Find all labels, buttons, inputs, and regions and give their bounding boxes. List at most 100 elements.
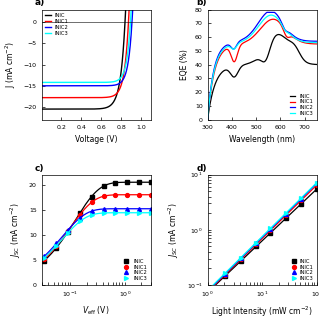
INIC3	[149, 4, 153, 7]
Y-axis label: $J_{SC}$ (mA cm$^{-2}$): $J_{SC}$ (mA cm$^{-2}$)	[167, 202, 181, 258]
INIC	[270, 41, 274, 45]
Line: INIC1: INIC1	[36, 5, 151, 98]
INIC1	[90, 96, 93, 100]
INIC1	[102, 194, 106, 198]
X-axis label: Light Intensity (mW cm$^{-2}$): Light Intensity (mW cm$^{-2}$)	[212, 305, 313, 319]
INIC1	[66, 229, 70, 233]
Line: INIC3: INIC3	[208, 180, 319, 290]
INIC2	[102, 207, 106, 211]
Line: INIC: INIC	[208, 35, 317, 120]
INIC2	[35, 84, 38, 88]
INIC3	[103, 80, 107, 84]
INIC2	[66, 228, 70, 232]
INIC1	[90, 200, 93, 204]
INIC1	[206, 118, 210, 122]
INIC	[284, 216, 288, 220]
INIC3	[234, 46, 237, 50]
INIC1	[284, 213, 288, 217]
INIC2	[255, 23, 259, 27]
Line: INIC2: INIC2	[42, 207, 153, 258]
INIC	[255, 58, 259, 62]
INIC1	[279, 22, 283, 26]
INIC	[268, 231, 272, 235]
INIC1	[315, 42, 319, 46]
Legend: INIC, INIC1, INIC2, INIC3: INIC, INIC1, INIC2, INIC3	[289, 92, 314, 117]
Line: INIC2: INIC2	[208, 181, 319, 291]
INIC3	[130, 4, 133, 7]
INIC2	[315, 39, 319, 43]
INIC3	[102, 211, 106, 215]
Text: c): c)	[35, 164, 44, 172]
INIC3	[270, 13, 274, 17]
Line: INIC2: INIC2	[36, 5, 151, 86]
INIC	[288, 39, 292, 43]
Line: INIC3: INIC3	[36, 5, 151, 83]
INIC3	[113, 211, 117, 215]
INIC1	[54, 244, 58, 248]
INIC2	[137, 207, 141, 211]
Y-axis label: $J_{\mathrm{SC}}$ (mA cm$^{-2}$): $J_{\mathrm{SC}}$ (mA cm$^{-2}$)	[9, 202, 23, 258]
INIC	[54, 246, 58, 250]
Legend: INIC, INIC1, INIC2, INIC3: INIC, INIC1, INIC2, INIC3	[123, 258, 148, 282]
Y-axis label: EQE (%): EQE (%)	[180, 49, 189, 80]
INIC	[146, 4, 150, 7]
X-axis label: $V_{\mathrm{eff}}$ (V): $V_{\mathrm{eff}}$ (V)	[83, 305, 110, 317]
INIC3	[125, 211, 129, 215]
INIC3	[128, 24, 132, 28]
Line: INIC3: INIC3	[208, 15, 317, 120]
INIC3	[90, 81, 93, 84]
INIC	[103, 106, 107, 110]
INIC1	[125, 193, 129, 197]
INIC	[149, 4, 153, 7]
INIC1	[103, 96, 107, 100]
INIC3	[255, 26, 259, 30]
INIC2	[288, 31, 292, 35]
INIC2	[265, 11, 269, 14]
INIC3	[254, 241, 258, 244]
INIC1	[268, 228, 272, 232]
INIC3	[239, 256, 243, 260]
INIC1	[315, 183, 319, 187]
INIC	[206, 118, 210, 122]
INIC3	[89, 81, 93, 84]
INIC2	[131, 4, 135, 7]
INIC	[78, 211, 82, 215]
INIC2	[234, 45, 237, 49]
INIC	[300, 202, 303, 205]
INIC3	[269, 13, 273, 17]
INIC3	[146, 4, 150, 7]
INIC2	[208, 287, 212, 291]
INIC	[97, 107, 100, 111]
INIC2	[225, 43, 229, 47]
INIC1	[146, 4, 150, 7]
INIC2	[239, 257, 243, 260]
INIC3	[97, 81, 100, 84]
INIC2	[89, 84, 93, 88]
INIC	[254, 244, 258, 248]
INIC	[225, 68, 229, 72]
Line: INIC1: INIC1	[208, 183, 319, 292]
INIC2	[268, 227, 272, 231]
INIC2	[78, 216, 82, 220]
Line: INIC: INIC	[208, 187, 319, 292]
Text: d): d)	[197, 164, 207, 172]
INIC	[124, 4, 128, 7]
INIC1	[137, 193, 141, 197]
Line: INIC1: INIC1	[42, 193, 153, 261]
INIC3	[149, 211, 153, 215]
INIC1	[288, 35, 292, 39]
INIC	[137, 180, 141, 184]
Legend: INIC, INIC1, INIC2, INIC3: INIC, INIC1, INIC2, INIC3	[44, 12, 70, 37]
INIC2	[279, 19, 283, 23]
INIC2	[103, 84, 107, 88]
INIC3	[78, 220, 82, 223]
Legend: INIC, INIC1, INIC2, INIC3: INIC, INIC1, INIC2, INIC3	[291, 258, 314, 282]
INIC	[35, 107, 38, 111]
INIC1	[129, 4, 132, 7]
INIC	[279, 33, 283, 37]
INIC2	[54, 242, 58, 245]
INIC	[129, 4, 132, 7]
INIC3	[66, 231, 70, 235]
INIC2	[125, 207, 129, 211]
X-axis label: Wavelength (nm): Wavelength (nm)	[229, 135, 295, 144]
